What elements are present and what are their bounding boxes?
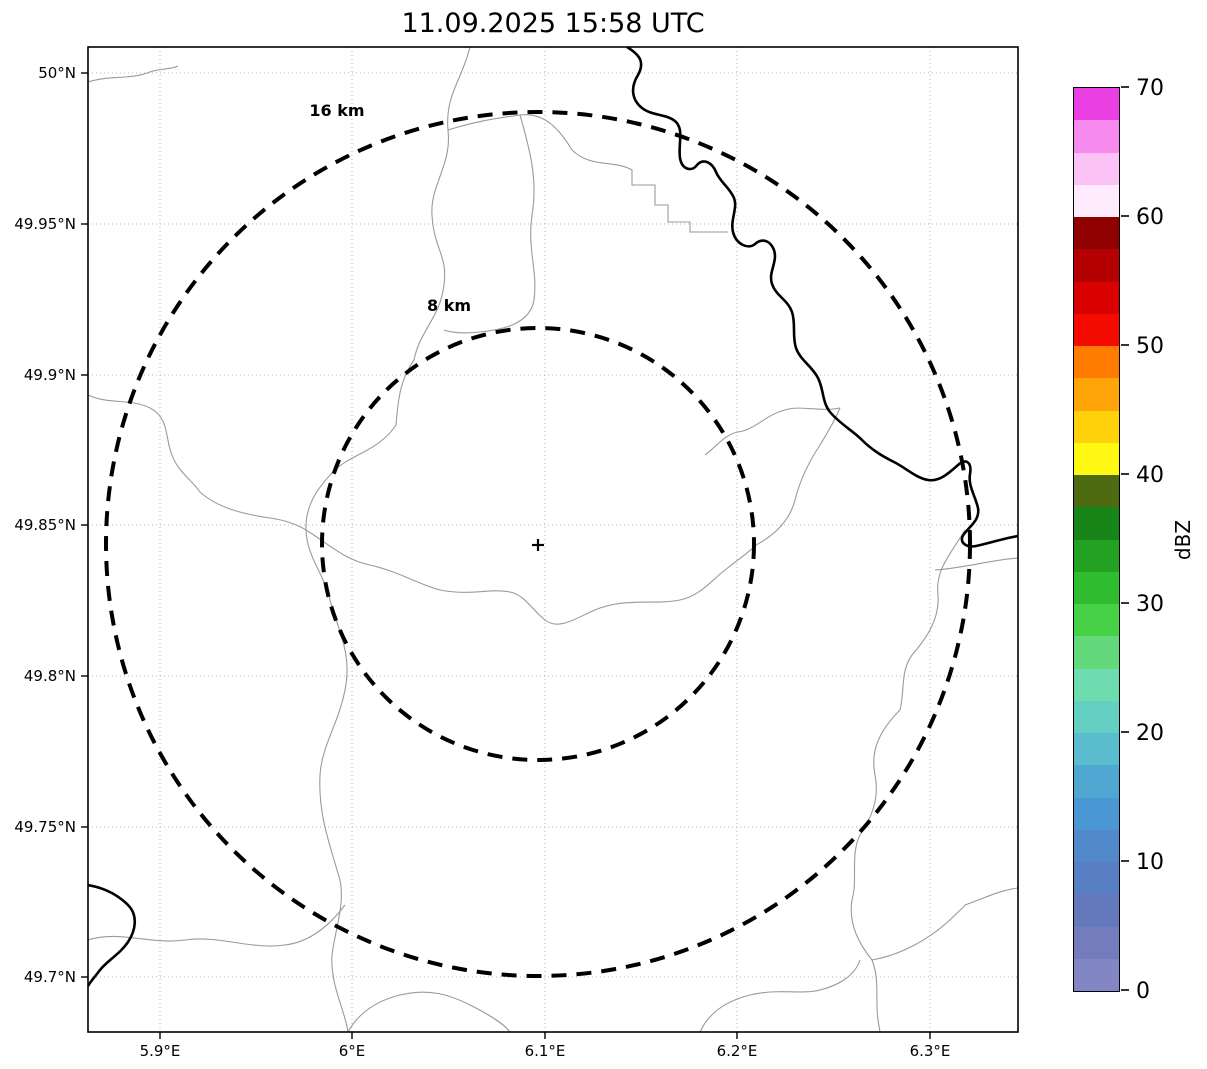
colorbar-tick-label: 50 bbox=[1136, 334, 1164, 359]
river-line bbox=[88, 883, 137, 987]
border-line bbox=[347, 991, 511, 1032]
border-line bbox=[88, 904, 346, 947]
border-line bbox=[305, 407, 841, 625]
river-lines bbox=[88, 47, 1018, 987]
river-line bbox=[626, 47, 1018, 548]
colorbar-tick-label: 60 bbox=[1136, 205, 1164, 230]
y-axis-tick-label: 49.75°N bbox=[14, 818, 76, 836]
colorbar-ticks bbox=[1121, 86, 1129, 991]
x-axis-tick-label: 6°E bbox=[339, 1042, 366, 1060]
border-line bbox=[447, 114, 728, 233]
range-ring-8km bbox=[320, 326, 756, 762]
border-line bbox=[871, 887, 1018, 961]
colorbar-tick-label: 10 bbox=[1136, 850, 1164, 875]
x-axis-tick-label: 5.9°E bbox=[140, 1042, 181, 1060]
x-axis-tick-label: 6.3°E bbox=[910, 1042, 951, 1060]
border-line bbox=[934, 557, 1018, 571]
plot-title: 11.09.2025 15:58 UTC bbox=[401, 8, 705, 39]
border-line bbox=[88, 394, 307, 531]
y-axis-tick-label: 49.85°N bbox=[14, 516, 76, 534]
border-line bbox=[443, 114, 536, 334]
y-axis-tick-label: 49.95°N bbox=[14, 215, 76, 233]
colorbar-tick-label: 40 bbox=[1136, 463, 1164, 488]
colorbar-tick-label: 20 bbox=[1136, 721, 1164, 746]
border-line bbox=[704, 407, 841, 456]
ring-label-8km: 8 km bbox=[427, 296, 471, 315]
border-lines bbox=[88, 47, 1018, 1032]
y-axis-tick-label: 49.8°N bbox=[24, 667, 76, 685]
border-line bbox=[850, 529, 966, 1032]
border-line bbox=[88, 65, 179, 83]
colorbar-tick-label: 0 bbox=[1136, 979, 1150, 1004]
plot-frame bbox=[87, 46, 1019, 1033]
colorbar-tick-label: 30 bbox=[1136, 592, 1164, 617]
axis-ticks bbox=[81, 72, 931, 1039]
border-line bbox=[699, 959, 861, 1032]
radar-center-marker bbox=[532, 539, 544, 551]
border-line bbox=[305, 47, 471, 1032]
colorbar-label: dBZ bbox=[1171, 520, 1195, 560]
colorbar-gradient bbox=[1073, 87, 1120, 992]
y-axis-tick-label: 50°N bbox=[38, 64, 76, 82]
colorbar-tick-label: 70 bbox=[1136, 76, 1164, 101]
x-axis-tick-label: 6.1°E bbox=[525, 1042, 566, 1060]
plot-background bbox=[88, 47, 1018, 1032]
y-axis-tick-label: 49.9°N bbox=[24, 366, 76, 384]
ring-label-16km: 16 km bbox=[309, 101, 364, 120]
x-axis-tick-label: 6.2°E bbox=[717, 1042, 758, 1060]
y-axis-tick-label: 49.7°N bbox=[24, 968, 76, 986]
range-ring-16km bbox=[104, 110, 972, 978]
